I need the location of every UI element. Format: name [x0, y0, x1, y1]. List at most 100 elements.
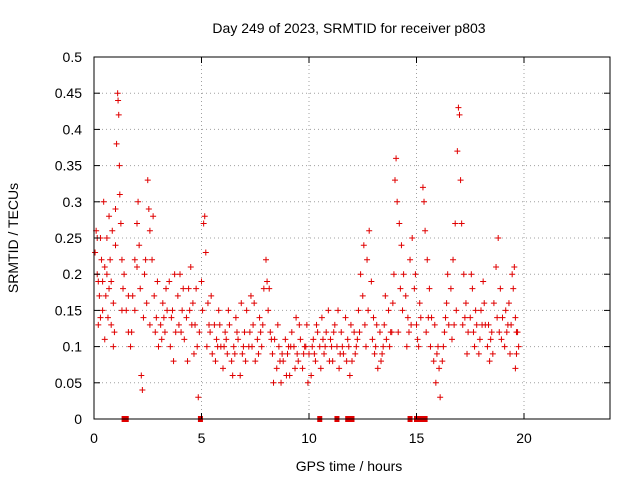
data-point — [411, 285, 418, 292]
data-point — [157, 321, 164, 328]
data-point — [297, 336, 304, 343]
data-point — [180, 285, 187, 292]
data-point — [161, 329, 168, 336]
data-point — [101, 336, 108, 343]
data-point — [96, 292, 103, 299]
data-point — [311, 350, 318, 357]
data-point — [224, 350, 231, 357]
data-point — [257, 329, 264, 336]
data-point — [447, 285, 454, 292]
data-point — [95, 278, 102, 285]
data-point — [149, 256, 156, 263]
data-point — [309, 343, 316, 350]
data-point — [213, 336, 220, 343]
data-point — [233, 329, 240, 336]
data-point — [226, 321, 233, 328]
data-point — [221, 343, 228, 350]
data-point — [382, 292, 389, 299]
data-point — [346, 372, 353, 379]
data-point — [269, 350, 276, 357]
data-point — [254, 336, 261, 343]
data-point — [106, 285, 113, 292]
data-point — [364, 256, 371, 263]
data-point — [237, 372, 244, 379]
data-point — [160, 314, 167, 321]
gridlines — [94, 57, 610, 419]
data-point — [388, 329, 395, 336]
data-point — [353, 343, 360, 350]
data-point — [250, 321, 257, 328]
data-point — [457, 177, 464, 184]
data-point — [354, 336, 361, 343]
data-point — [502, 307, 509, 314]
data-point — [299, 365, 306, 372]
data-point — [174, 292, 181, 299]
data-point — [136, 242, 143, 249]
data-point — [505, 300, 512, 307]
data-point — [229, 372, 236, 379]
data-point — [323, 329, 330, 336]
data-point — [335, 307, 342, 314]
data-point — [487, 336, 494, 343]
data-point — [362, 343, 369, 350]
data-point — [359, 292, 366, 299]
data-point — [231, 350, 238, 357]
data-point — [284, 350, 291, 357]
data-point — [421, 198, 428, 205]
data-point — [408, 321, 415, 328]
data-point — [259, 321, 266, 328]
data-point — [467, 314, 474, 321]
data-point — [444, 271, 451, 278]
data-point — [98, 256, 105, 263]
data-point — [235, 336, 242, 343]
data-point — [415, 343, 422, 350]
data-point — [263, 256, 269, 263]
data-point — [187, 263, 194, 270]
data-point — [436, 365, 443, 372]
y-tick-label: 0.5 — [63, 49, 83, 65]
data-point — [103, 271, 110, 278]
data-point — [379, 350, 386, 357]
data-point — [230, 343, 237, 350]
data-point — [322, 343, 329, 350]
data-point — [312, 358, 319, 365]
data-point — [166, 278, 173, 285]
data-point — [512, 365, 519, 372]
x-tick-label: 5 — [198, 430, 206, 446]
data-point — [144, 177, 151, 184]
data-point — [183, 314, 190, 321]
data-point — [327, 336, 334, 343]
data-point — [512, 314, 519, 321]
data-point — [469, 285, 476, 292]
data-point — [337, 350, 344, 357]
data-point — [134, 263, 140, 270]
data-point — [120, 285, 127, 292]
data-point — [141, 271, 148, 278]
data-point — [278, 379, 285, 386]
data-point — [515, 343, 522, 350]
data-point — [128, 329, 135, 336]
data-point — [274, 321, 281, 328]
data-point — [108, 278, 115, 285]
data-point — [111, 329, 118, 336]
data-point — [110, 300, 117, 307]
data-point — [372, 343, 379, 350]
data-point — [108, 321, 115, 328]
data-point — [240, 343, 247, 350]
data-point — [113, 140, 120, 147]
data-point — [137, 285, 144, 292]
y-tick-label: 0.25 — [55, 230, 82, 246]
data-point — [456, 111, 463, 118]
data-point — [504, 321, 511, 328]
data-point — [195, 394, 202, 401]
data-point — [370, 314, 377, 321]
data-point — [103, 235, 110, 241]
data-point — [361, 321, 368, 328]
data-point — [246, 329, 253, 336]
data-point — [273, 365, 280, 372]
data-point — [150, 213, 157, 220]
data-point — [368, 278, 375, 285]
y-tick-labels: 0 0.05 0.1 0.15 0.2 0.25 0.3 0.35 0.4 0.45 0.5 — [55, 49, 82, 427]
data-point — [403, 343, 410, 350]
